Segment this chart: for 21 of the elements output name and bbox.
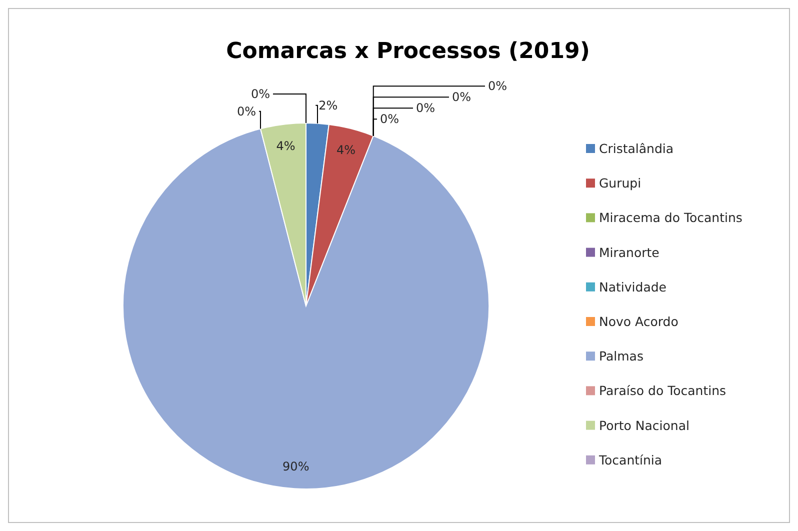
chart-title: Comarcas x Processos (2019) bbox=[226, 39, 590, 64]
text: 0% bbox=[488, 79, 508, 94]
text: 0% bbox=[236, 104, 256, 118]
data-label: 2% bbox=[318, 98, 338, 112]
legend-label: Miranorte bbox=[599, 244, 660, 260]
legend-label: Tocantínia bbox=[598, 452, 662, 468]
legend-label: Natividade bbox=[599, 279, 667, 294]
legend-label: Paraíso do Tocantins bbox=[599, 383, 726, 398]
legend-label: Porto Nacional bbox=[599, 418, 690, 433]
legend-label: Gurupi bbox=[599, 176, 642, 191]
text: 0% bbox=[416, 101, 436, 116]
legend-label: Palmas bbox=[599, 348, 644, 364]
text: 0% bbox=[250, 87, 270, 101]
text: 0% bbox=[452, 90, 472, 104]
legend-label: Miracema do Tocantins bbox=[599, 210, 742, 226]
data-label: 90% bbox=[282, 460, 310, 474]
legend-label: Cristalândia bbox=[599, 141, 674, 156]
data-label: 4% bbox=[336, 143, 356, 158]
legend-label: Novo Acordo bbox=[599, 314, 678, 329]
data-label: 4% bbox=[276, 139, 296, 154]
text: 0% bbox=[380, 112, 400, 126]
